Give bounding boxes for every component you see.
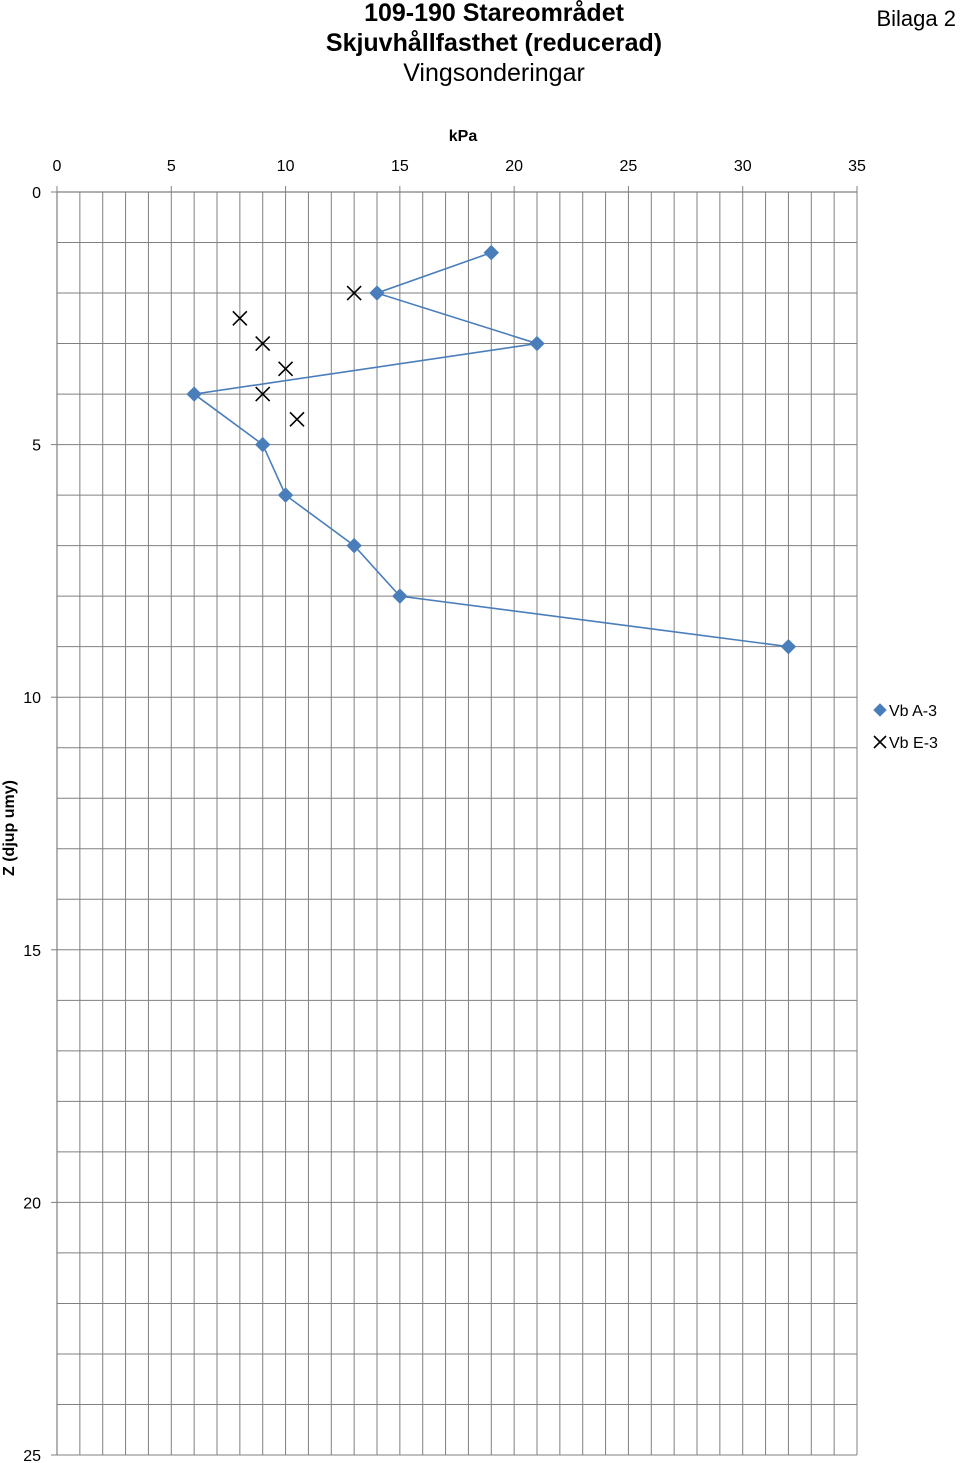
data-point-marker <box>255 386 271 402</box>
data-point-marker <box>369 285 385 301</box>
data-point-marker <box>289 411 305 427</box>
x-tick-label: 20 <box>505 158 523 175</box>
chart-title-line-3: Vingsonderingar <box>403 59 585 87</box>
axes: 0 5 10 15 20 25 30 35 0 5 10 15 20 25 kPa Z (djup umy) <box>1 128 866 1463</box>
data-point-marker <box>278 361 294 377</box>
y-tick-label: 0 <box>32 185 41 202</box>
appendix-label: Bilaga 2 <box>876 6 956 31</box>
data-point-marker <box>277 487 294 503</box>
x-tick-label: 35 <box>848 158 866 175</box>
data-point-marker <box>483 244 499 261</box>
data-point-marker <box>255 335 271 352</box>
x-tick-label: 5 <box>167 158 176 175</box>
legend-label: Vb A-3 <box>889 703 937 720</box>
x-tick-label: 30 <box>734 158 752 175</box>
data-point-marker <box>186 386 202 402</box>
x-tick-label: 25 <box>620 158 638 175</box>
chart-title-line-2: Skjuvhållfasthet (reducerad) <box>325 29 663 57</box>
legend-label: Vb E-3 <box>889 735 938 752</box>
y-axis-title: Z (djup umy) <box>1 780 18 876</box>
grid <box>56 191 858 1456</box>
chart-title-line-1: 109-190 Stareområdet <box>364 0 624 27</box>
x-tick-label: 0 <box>53 158 62 175</box>
y-tick-label: 10 <box>23 690 41 707</box>
data-point-marker <box>346 537 362 554</box>
data-point-marker <box>392 588 408 604</box>
legend-marker <box>873 735 887 749</box>
legend-marker <box>873 703 887 717</box>
y-tick-label: 15 <box>23 943 41 960</box>
y-tick-label: 25 <box>23 1448 41 1463</box>
y-tick-label: 20 <box>23 1195 41 1212</box>
y-tick-label: 5 <box>32 438 41 455</box>
x-tick-label: 15 <box>391 158 409 175</box>
data-point-marker <box>255 436 271 453</box>
legend: Vb A-3 Vb E-3 <box>873 703 938 752</box>
data-point-marker <box>232 310 248 326</box>
x-tick-label: 10 <box>277 158 295 175</box>
x-axis-title: kPa <box>449 128 478 145</box>
series <box>186 244 797 655</box>
data-point-marker <box>780 638 797 655</box>
data-point-marker <box>346 285 362 301</box>
data-point-marker <box>529 335 545 352</box>
